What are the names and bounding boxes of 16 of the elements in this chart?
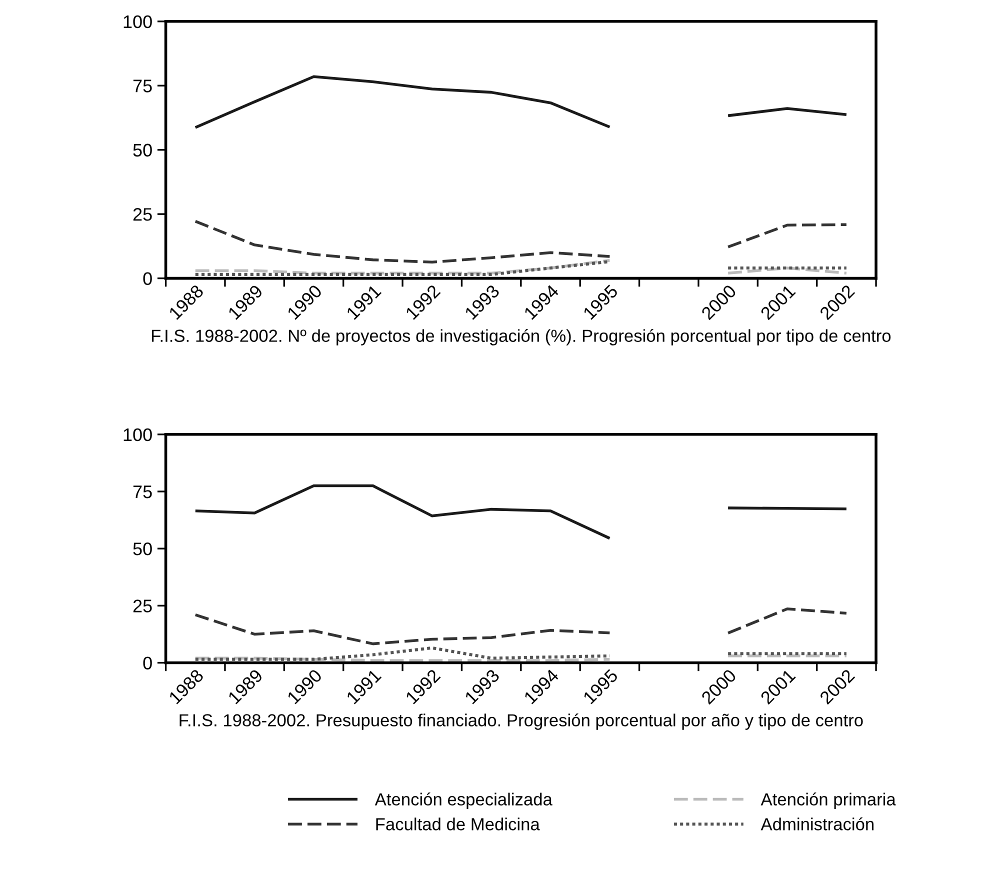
y-tick-label: 75 — [133, 80, 152, 92]
y-tick-label: 25 — [133, 208, 152, 221]
y-tick-label: 75 — [133, 486, 152, 498]
legend-label: Facultad de Medicina — [376, 818, 540, 830]
y-tick-label: 100 — [124, 428, 152, 442]
y-tick-label: 50 — [133, 542, 152, 556]
y-tick-label: 25 — [133, 600, 152, 612]
legend-label: Atención especializada — [374, 792, 552, 809]
y-tick-label: 0 — [143, 272, 152, 286]
y-tick-label: 50 — [133, 144, 152, 157]
y-tick-label: 100 — [124, 15, 152, 28]
x-axis-title: F.I.S. 1988-2002. Presupuesto financiado. Progresión porcentual por año y tipo de centro — [180, 713, 863, 730]
y-tick-label: 0 — [143, 656, 152, 670]
x-axis-title: F.I.S. 1988-2002. Nº de proyectos de investigación (%). Progresión porcentual por tipo de centro — [152, 329, 891, 346]
legend-label: Administración — [760, 817, 874, 830]
legend-label: Atención primaria — [760, 792, 896, 809]
